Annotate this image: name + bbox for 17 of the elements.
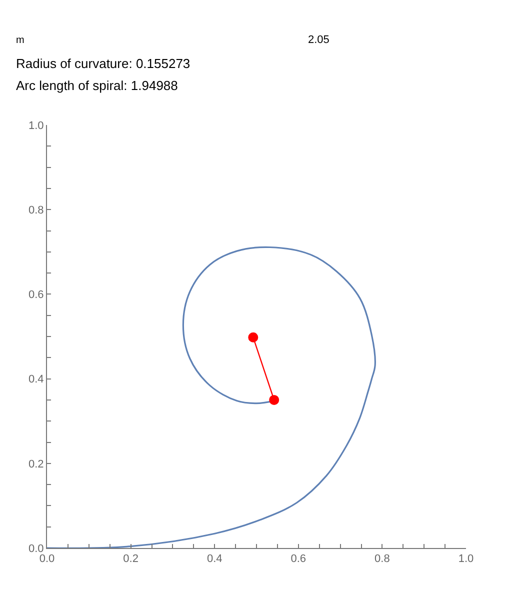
y-tick-label: 0.4 [28,374,44,386]
x-tick-label: 1.0 [458,553,474,566]
text: Arc length of spiral: 1.94988 [16,78,178,93]
y-tick-label: 0.0 [28,542,44,555]
text: Radius of curvature: 0.155273 [16,56,190,71]
y-tick-label: 0.6 [28,289,44,302]
text: 2.05 [308,34,330,46]
x-tick-label: 0.8 [374,553,390,566]
y-tick-label: 0.8 [28,204,44,216]
x-tick-label: 0.6 [290,553,306,566]
y-tick-label: 1.0 [28,120,44,132]
text: m [16,35,24,46]
x-tick-label: 0.0 [39,553,55,566]
x-tick-label: 0.2 [123,553,138,566]
y-tick-label: 0.2 [28,458,44,470]
x-tick-label: 0.4 [206,553,222,566]
line-series [47,246,376,548]
